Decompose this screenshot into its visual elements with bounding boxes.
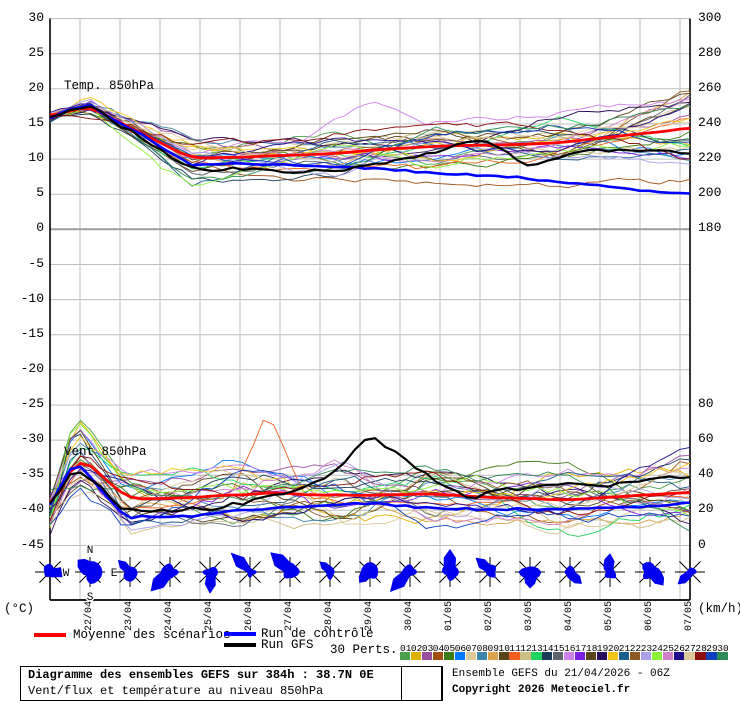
svg-text:N: N bbox=[87, 545, 94, 557]
svg-text:E: E bbox=[111, 568, 118, 580]
svg-text:W: W bbox=[63, 568, 70, 580]
